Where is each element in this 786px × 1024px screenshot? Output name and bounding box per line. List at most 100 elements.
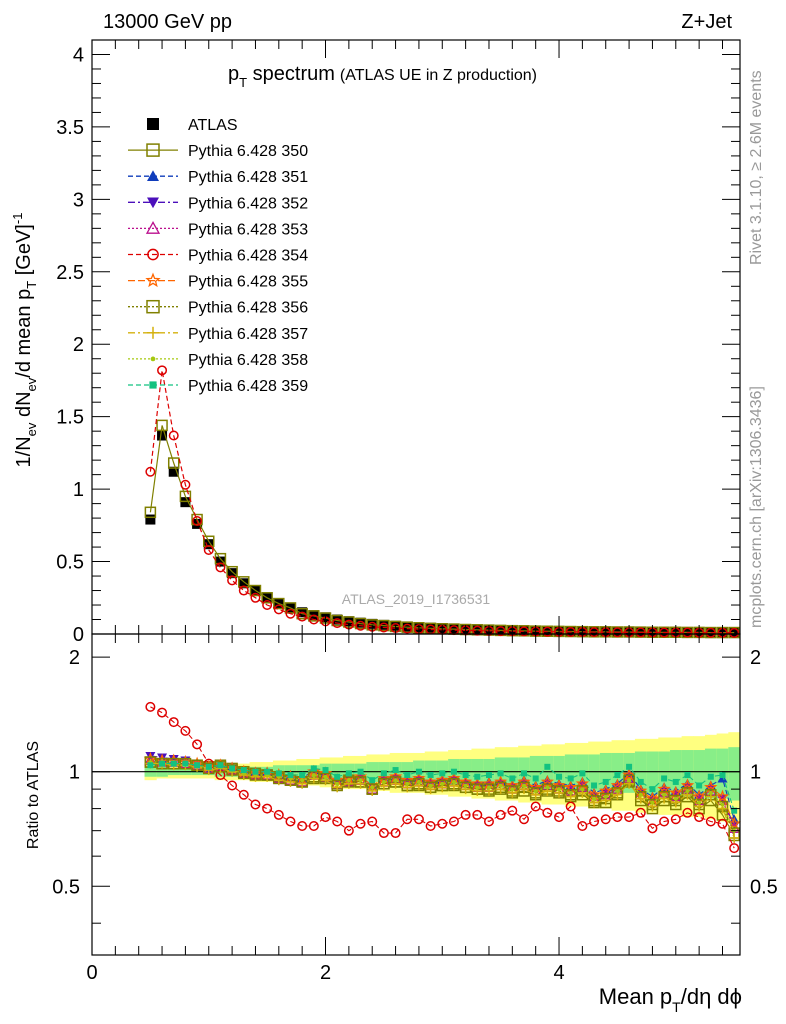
ratio-data-point [682, 807, 693, 818]
ratio-data-point [649, 786, 656, 793]
ratio-data-point [521, 770, 527, 777]
ratio-data-point [357, 768, 364, 775]
ratio-data-point [393, 778, 398, 783]
mcplots-label: mcplots.cern.ch [arXiv:1306.3436] [748, 386, 765, 628]
ratio-data-point [332, 816, 343, 827]
ratio-data-point [346, 778, 351, 783]
legend-label: ATLAS [188, 117, 238, 134]
main-data-point [145, 514, 156, 525]
ratio-data-point [602, 778, 609, 785]
ratio-data-point [673, 796, 678, 801]
ratio-data-point [250, 799, 261, 810]
ratio-data-point [450, 768, 457, 775]
ratio-data-point [717, 818, 728, 829]
ratio-data-point [392, 767, 399, 774]
ratio-data-point [580, 787, 585, 792]
main-data-point [519, 626, 529, 637]
legend-label: Pythia 6.428 358 [188, 352, 308, 369]
ratio-data-point [335, 781, 340, 786]
main-data-point [355, 617, 366, 628]
x-tick-label: 4 [553, 962, 564, 984]
ratio-data-point [661, 775, 668, 782]
ratio-data-point [238, 789, 249, 800]
uncertainty-band-stat [728, 747, 741, 801]
main-data-point [144, 506, 157, 519]
main-data-point [332, 618, 343, 629]
ratio-data-point [483, 816, 494, 827]
main-data-point [157, 365, 168, 376]
xlabel-part-a: Mean p [599, 984, 672, 1009]
main-data-point [273, 604, 284, 615]
ratio-data-point [320, 812, 331, 823]
uncertainty-band-stat [564, 754, 578, 791]
legend-item: Pythia 6.428 350 [128, 143, 308, 160]
main-data-point [472, 625, 483, 636]
legend-marker [147, 197, 159, 209]
legend-item: ATLAS [147, 117, 238, 134]
main-data-point [250, 592, 261, 603]
ratio-panel-data [92, 701, 741, 854]
ratio-y-axis-label: Ratio to ATLAS [25, 741, 42, 849]
ratio-data-point [731, 807, 738, 814]
legend-item: Pythia 6.428 353 [128, 221, 308, 238]
main-data-point [179, 490, 192, 503]
ratio-data-point [510, 787, 515, 792]
ratio-data-point [145, 701, 156, 712]
ratio-data-point [299, 772, 306, 779]
ratio-data-point [273, 809, 284, 820]
ratio-data-point [462, 772, 469, 779]
ratio-data-point [416, 779, 421, 784]
ratio-data-point [240, 767, 247, 774]
main-data-point [168, 430, 179, 441]
legend-marker [145, 221, 161, 234]
main-y-tick-label: 1.5 [56, 407, 84, 429]
ratio-data-point [159, 760, 166, 767]
ratio-data-point [390, 828, 401, 839]
legend: ATLAS Pythia 6.428 350 Pythia 6.428 351 Pyt… [128, 117, 308, 395]
ratio-data-point [300, 778, 305, 783]
ratio-data-point [252, 768, 259, 775]
legend-label: Pythia 6.428 350 [188, 143, 308, 160]
ratio-data-point [635, 807, 646, 818]
ratio-y-tick-label-right: 1 [750, 762, 761, 784]
ratio-data-point [615, 788, 620, 793]
main-data-point [589, 627, 600, 638]
ratio-data-point [275, 770, 282, 777]
ratio-data-point [638, 792, 643, 797]
ratio-data-point [568, 790, 573, 795]
ratio-data-point [694, 812, 705, 823]
ylabel-part-c: /d mean p [13, 289, 35, 378]
ratio-data-point [497, 770, 504, 777]
ratio-data-point [542, 807, 553, 818]
legend-marker [147, 118, 159, 130]
main-data-point [273, 597, 285, 610]
rivet-label: Rivet 3.1.10, ≥ 2.6M events [748, 70, 765, 265]
ratio-data-point [310, 765, 317, 772]
x-tick-label: 0 [86, 962, 97, 984]
ratio-data-point [463, 783, 468, 788]
ratio-data-point [624, 812, 635, 823]
main-y-tick-label: 3.5 [56, 117, 84, 139]
ratio-data-point [358, 778, 363, 783]
ratio-data-point [696, 782, 703, 789]
uncertainty-band-stat [588, 754, 601, 791]
ratio-data-point [448, 816, 459, 827]
ratio-data-point [719, 772, 726, 779]
ratio-data-point [381, 779, 386, 784]
ratio-data-point [591, 782, 598, 789]
axes: 00.511.522.533.540.5 0.51 12 20 2 4 [52, 39, 778, 984]
main-data-point [354, 617, 367, 630]
ylabel-part-d: [GeV] [13, 224, 35, 281]
main-data-point [402, 621, 413, 632]
uncertainty-band-stat [669, 750, 683, 797]
ratio-data-point [650, 800, 655, 805]
main-data-point [157, 430, 168, 441]
legend-item: Pythia 6.428 359 [128, 378, 308, 395]
energy-label: 13000 GeV pp [103, 11, 232, 33]
main-data-point [192, 515, 203, 526]
ratio-data-point [227, 780, 238, 791]
main-data-point [167, 457, 180, 469]
ratio-data-point [287, 772, 294, 779]
ylabel-sub-b: ev [24, 377, 39, 391]
